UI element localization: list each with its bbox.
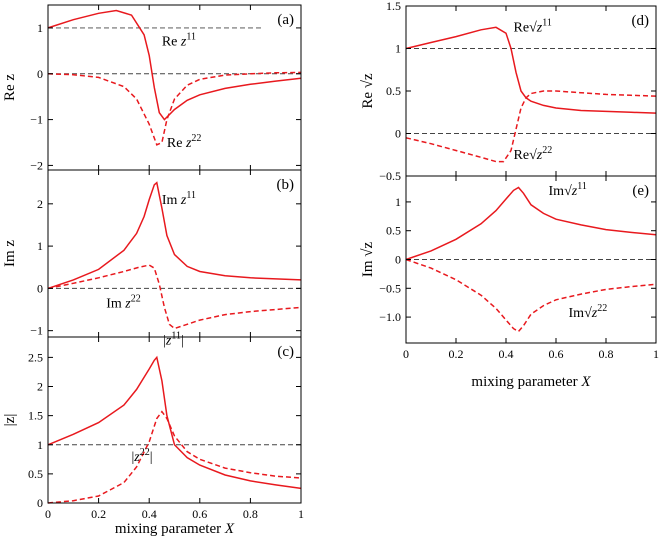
panel-d: 1.5 1 0.5 0 −0.5 Re √z (d) Re√z11 Re√z22 [360,0,657,183]
series-b-2 [47,264,302,330]
series-a-1 [47,9,302,121]
annotation-d1: Re√z11 [514,18,552,36]
ylabel-e: Im √z [360,242,376,278]
ytick-label-c-4: 0.5 [28,467,43,481]
panel-b: 2 1 0 −1 Im z (b) Im z11 Im z22 [2,169,302,338]
panel-label-e: (e) [632,183,649,199]
xlabel-e: mixing parameter X [471,374,591,390]
xtick-label-e-2: 0.4 [499,347,514,361]
ytick-label-c-2: 1.5 [28,409,43,423]
series-d-2 [405,90,657,163]
panel-e: 1 0.5 0 −0.5 −1.0 0 0.2 0.4 0.6 0.8 1 Im √z mixing p… [360,175,659,390]
ytick-label-b-2: 0 [37,281,43,295]
annotation-c2: |z22| [131,447,152,465]
annotation-e1: Im√z11 [549,181,587,199]
annotation-e2: Im√z22 [569,303,608,321]
ytick-label-c-5: 0 [37,496,43,510]
ytick-label-e-4: −1.0 [379,310,401,324]
ylabel-a: Re z [2,74,18,101]
xtick-label-c-0: 0 [45,507,51,521]
annotation-d2: Re√z22 [514,145,553,163]
series-c-2 [47,410,302,504]
ytick-label-a-3: −2 [30,158,43,172]
ytick-label-b-1: 1 [37,239,43,253]
annotation-b1: Im z11 [162,190,196,208]
ytick-label-e-2: 0 [395,253,401,267]
ytick-label-d-0: 1.5 [386,0,401,13]
ytick-label-d-2: 0.5 [386,84,401,98]
panel-c: 2.5 2 1.5 1 0.5 00 0.2 0.4 0.6 0.8 1 |z| mixing para… [2,331,304,537]
ytick-label-a-1: 0 [37,67,43,81]
xtick-label-c-3: 0.6 [192,507,207,521]
xlabel-c: mixing parameter X [115,521,235,537]
xtick-label-c-5: 1 [298,507,304,521]
ytick-label-a-0: 1 [37,21,43,35]
ytick-label-c-1: 2 [37,380,43,394]
ytick-label-d-3: 0 [395,127,401,141]
plot-frame-c [47,336,302,504]
ylabel-c: |z| [2,414,18,427]
xtick-label-e-1: 0.2 [449,347,464,361]
annotation-a1: Re z11 [162,31,196,49]
series-c-1 [47,355,302,490]
xtick-label-e-3: 0.6 [549,347,564,361]
ytick-label-e-3: −0.5 [379,281,401,295]
series-e-2 [405,258,657,333]
ytick-label-d-1: 1 [395,42,401,56]
xtick-label-e-0: 0 [403,347,409,361]
annotation-a2: Re z22 [167,133,202,151]
ylabel-b: Im z [2,240,18,267]
series-d-1 [405,26,657,114]
series-b-1 [47,181,302,290]
panel-label-a: (a) [277,12,294,28]
ytick-label-c-0: 2.5 [28,350,43,364]
ytick-label-b-0: 2 [37,197,43,211]
xtick-label-e-4: 0.8 [599,347,614,361]
ytick-label-c-3: 1 [37,438,43,452]
panel-label-c: (c) [277,344,294,360]
ytick-label-b-3: −1 [30,324,43,338]
xtick-label-e-5: 1 [653,347,659,361]
series-a-2 [47,71,302,146]
ytick-label-e-0: 1 [395,195,401,209]
annotation-c1: |z11| [163,331,184,349]
ytick-label-e-1: 0.5 [386,224,401,238]
ylabel-d: Re √z [360,73,376,109]
panel-label-b: (b) [277,177,295,193]
panel-a: 1 0 −1 −2 Re z (a) Re z11 Re z22 [2,4,302,172]
ytick-label-a-2: −1 [30,113,43,127]
xtick-label-c-2: 0.4 [142,507,157,521]
xtick-label-c-4: 0.8 [243,507,258,521]
ytick-label-d-4: −0.5 [379,169,401,183]
series-e-1 [405,186,657,261]
annotation-b2: Im z22 [106,293,141,311]
xtick-label-c-1: 0.2 [91,507,106,521]
panel-label-d: (d) [632,13,650,29]
